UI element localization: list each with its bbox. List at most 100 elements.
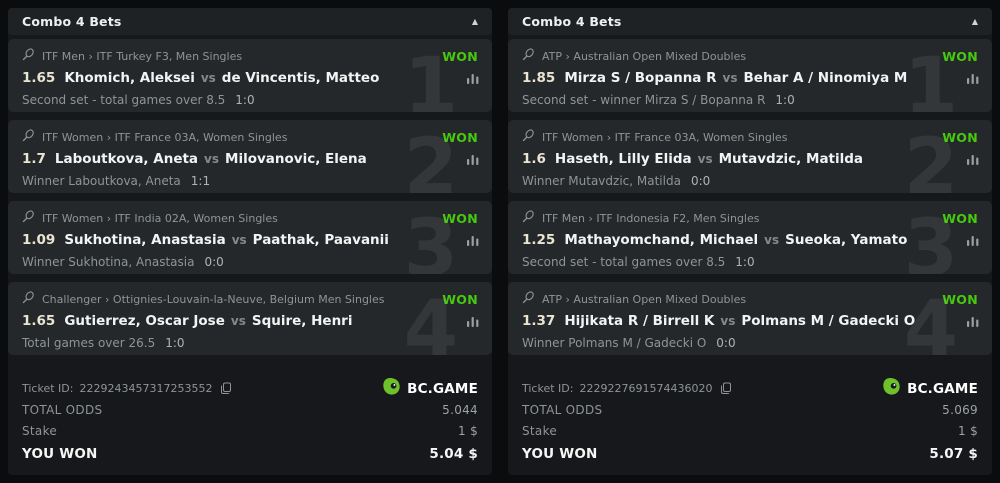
bet-leg: ITF Women › ITF France 03A, Women Single…: [8, 120, 492, 194]
vs-label: vs: [697, 152, 713, 167]
bet-odds: 1.09: [22, 232, 56, 249]
bet-market: Winner Mutavdzic, Matilda: [522, 174, 681, 189]
bet-odds: 1.65: [22, 70, 56, 87]
home-team: Mathayomchand, Michael: [564, 232, 759, 249]
stats-icon[interactable]: [966, 69, 980, 88]
tennis-racket-icon: [22, 291, 35, 307]
bet-score: 1:0: [735, 255, 755, 270]
bet-market: Winner Polmans M / Gadecki O: [522, 336, 707, 351]
stats-icon[interactable]: [966, 150, 980, 169]
home-team: Mirza S / Bopanna R: [564, 70, 717, 87]
vs-label: vs: [204, 152, 220, 167]
total-odds-label: TOTAL ODDS: [22, 403, 103, 417]
brand-name: BC.GAME: [407, 380, 478, 397]
away-team: Paathak, Paavanii: [252, 232, 389, 249]
away-team: Polmans M / Gadecki O: [741, 313, 916, 330]
home-team: Khomich, Aleksei: [64, 70, 195, 87]
tennis-racket-icon: [22, 210, 35, 226]
total-odds-label: TOTAL ODDS: [522, 403, 603, 417]
brand-logo: BC.GAME: [382, 377, 478, 400]
bet-score: 0:0: [716, 336, 736, 351]
you-won-value: 5.04 $: [429, 446, 478, 462]
slip-title: Combo 4 Bets: [522, 14, 622, 30]
bet-leg: ATP › Australian Open Mixed Doubles WON …: [508, 39, 992, 113]
stake-row: Stake 1 $: [522, 421, 978, 442]
bet-leg: ITF Women › ITF France 03A, Women Single…: [508, 120, 992, 194]
bet-score: 1:0: [775, 93, 795, 108]
stake-row: Stake 1 $: [22, 421, 478, 442]
bet-market: Total games over 26.5: [22, 336, 156, 351]
tennis-racket-icon: [522, 291, 535, 307]
home-team: Hijikata R / Birrell K: [564, 313, 715, 330]
stake-label: Stake: [522, 424, 558, 438]
bet-slip-panel-left: Combo 4 Bets ▲ ITF Men › ITF Turkey F3, …: [8, 8, 492, 475]
you-won-label: YOU WON: [522, 446, 598, 462]
bet-market: Second set - winner Mirza S / Bopanna R: [522, 93, 766, 108]
total-odds-row: TOTAL ODDS 5.069: [522, 400, 978, 421]
total-odds-value: 5.069: [942, 403, 978, 417]
stats-icon[interactable]: [466, 231, 480, 250]
bet-league: Challenger › Ottignies-Louvain-la-Neuve,…: [42, 292, 385, 306]
bet-league: ITF Men › ITF Turkey F3, Men Singles: [42, 49, 243, 63]
stats-icon[interactable]: [966, 312, 980, 331]
bet-status-badge: WON: [942, 210, 978, 226]
away-team: de Vincentis, Matteo: [221, 70, 380, 87]
bet-leg: Challenger › Ottignies-Louvain-la-Neuve,…: [8, 282, 492, 355]
stats-icon[interactable]: [966, 231, 980, 250]
bet-status-badge: WON: [442, 291, 478, 307]
bet-league: ATP › Australian Open Mixed Doubles: [542, 49, 747, 63]
slip-header[interactable]: Combo 4 Bets ▲: [508, 8, 992, 36]
total-odds-row: TOTAL ODDS 5.044: [22, 400, 478, 421]
ticket-id-label: Ticket ID:: [522, 382, 574, 395]
bet-market: Winner Laboutkova, Aneta: [22, 174, 181, 189]
you-won-row: YOU WON 5.07 $: [522, 442, 978, 467]
home-team: Sukhotina, Anastasia: [64, 232, 226, 249]
tennis-racket-icon: [22, 129, 35, 145]
vs-label: vs: [720, 314, 736, 329]
ticket-id-value: 2229243457317253552: [79, 382, 213, 395]
vs-label: vs: [230, 314, 246, 329]
bet-score: 0:0: [690, 174, 711, 189]
bet-leg: ITF Men › ITF Turkey F3, Men Singles WON…: [8, 39, 492, 113]
bcgame-logo-icon: [382, 377, 401, 400]
bet-score: 1:0: [165, 336, 185, 351]
bet-leg: ITF Women › ITF India 02A, Women Singles…: [8, 201, 492, 275]
bet-status-badge: WON: [442, 210, 478, 226]
slip-header[interactable]: Combo 4 Bets ▲: [8, 8, 492, 36]
brand-logo: BC.GAME: [882, 377, 978, 400]
bet-leg: ITF Men › ITF Indonesia F2, Men Singles …: [508, 201, 992, 275]
ticket-id-label: Ticket ID:: [22, 382, 74, 395]
stats-icon[interactable]: [466, 69, 480, 88]
bet-score: 0:0: [204, 255, 224, 270]
copy-icon[interactable]: [720, 382, 732, 395]
away-team: Squire, Henri: [251, 313, 353, 330]
vs-label: vs: [722, 71, 738, 86]
bet-market: Second set - total games over 8.5: [22, 93, 226, 108]
tennis-racket-icon: [522, 129, 535, 145]
stats-icon[interactable]: [466, 150, 480, 169]
bet-league: ITF Women › ITF India 02A, Women Singles: [42, 211, 278, 225]
copy-icon[interactable]: [220, 382, 232, 395]
home-team: Gutierrez, Oscar Jose: [64, 313, 225, 330]
bet-status-badge: WON: [442, 129, 478, 145]
collapse-icon: ▲: [471, 17, 478, 27]
bet-status-badge: WON: [942, 129, 978, 145]
you-won-row: YOU WON 5.04 $: [22, 442, 478, 467]
bet-status-badge: WON: [442, 48, 478, 64]
away-team: Sueoka, Yamato: [785, 232, 908, 249]
vs-label: vs: [231, 233, 247, 248]
you-won-label: YOU WON: [22, 446, 98, 462]
away-team: Mutavdzic, Matilda: [718, 151, 864, 168]
tennis-racket-icon: [22, 48, 35, 64]
ticket-id-value: 2229227691574436020: [579, 382, 713, 395]
bet-odds: 1.7: [22, 151, 46, 168]
vs-label: vs: [764, 233, 780, 248]
bet-slip-panel-right: Combo 4 Bets ▲ ATP › Australian Open Mix…: [508, 8, 992, 475]
stake-value: 1 $: [458, 424, 478, 438]
stats-icon[interactable]: [466, 312, 480, 331]
bet-odds: 1.85: [522, 70, 556, 87]
bet-odds: 1.65: [22, 313, 56, 330]
bet-league: ITF Women › ITF France 03A, Women Single…: [542, 130, 788, 144]
bet-score: 1:1: [190, 174, 211, 189]
you-won-value: 5.07 $: [929, 446, 978, 462]
